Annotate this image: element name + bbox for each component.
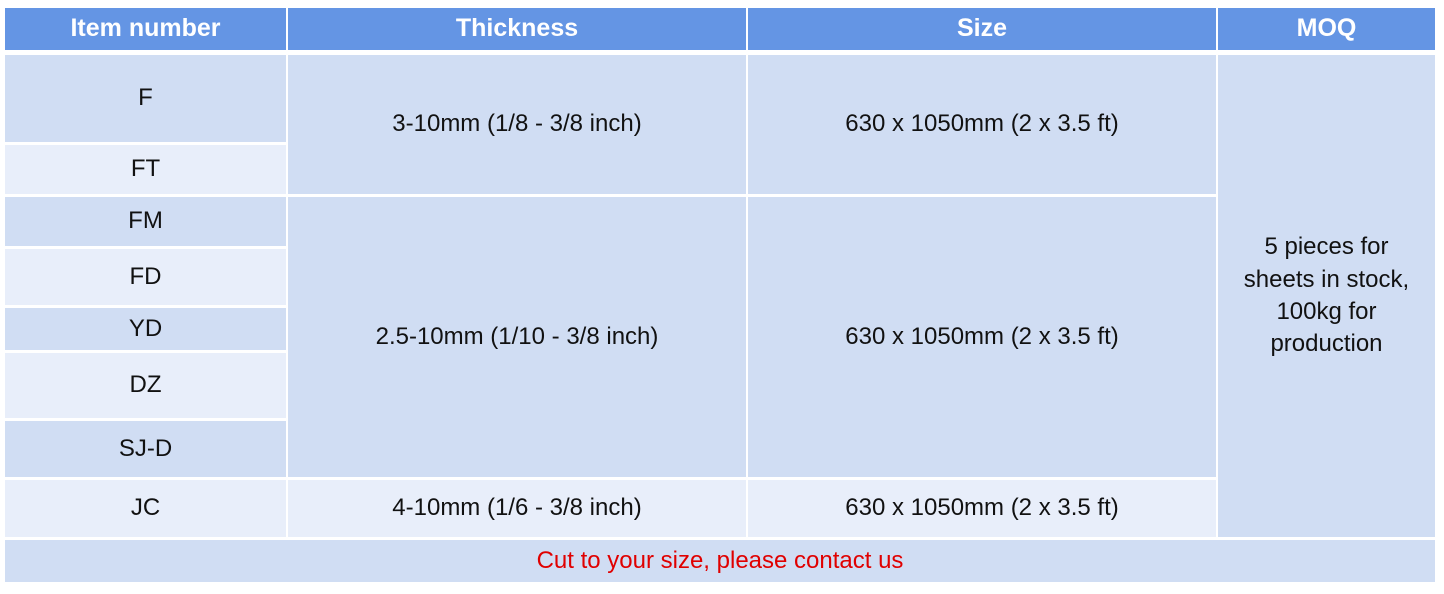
item-cell: JC	[5, 480, 286, 537]
header-item-number: Item number	[5, 8, 286, 50]
item-cell: DZ	[5, 353, 286, 418]
item-cell: FD	[5, 249, 286, 305]
item-cell: FT	[5, 145, 286, 194]
item-cell: SJ-D	[5, 421, 286, 477]
item-cell: F	[5, 55, 286, 142]
size-cell: 630 x 1050mm (2 x 3.5 ft)	[748, 197, 1216, 477]
item-cell: YD	[5, 308, 286, 350]
header-size: Size	[748, 8, 1216, 50]
thickness-cell: 4-10mm (1/6 - 3/8 inch)	[288, 480, 746, 537]
size-cell: 630 x 1050mm (2 x 3.5 ft)	[748, 480, 1216, 537]
thickness-cell: 2.5-10mm (1/10 - 3/8 inch)	[288, 197, 746, 477]
footer-note: Cut to your size, please contact us	[5, 540, 1435, 582]
item-cell: FM	[5, 197, 286, 246]
header-thickness: Thickness	[288, 8, 746, 50]
size-cell: 630 x 1050mm (2 x 3.5 ft)	[748, 55, 1216, 194]
header-moq: MOQ	[1218, 8, 1435, 50]
moq-cell: 5 pieces for sheets in stock, 100kg for …	[1218, 55, 1435, 537]
thickness-cell: 3-10mm (1/8 - 3/8 inch)	[288, 55, 746, 194]
